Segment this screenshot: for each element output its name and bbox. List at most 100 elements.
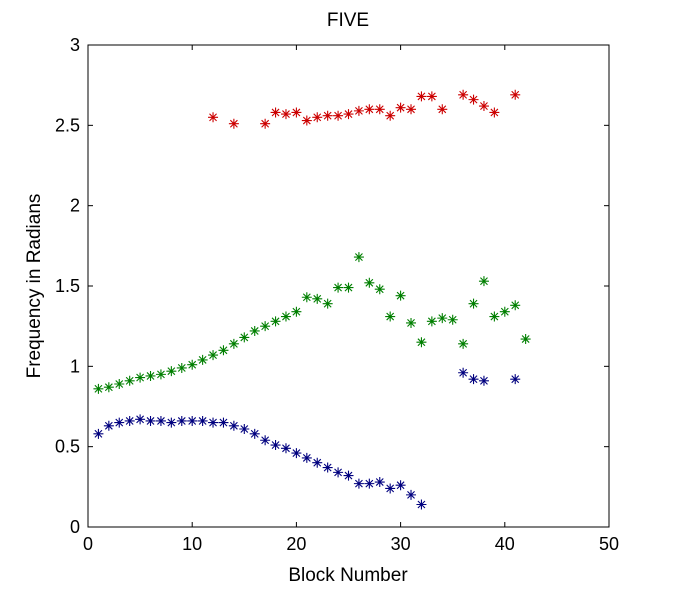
data-point: [312, 293, 323, 304]
data-point: [312, 457, 323, 468]
data-point: [187, 415, 198, 426]
data-point: [385, 311, 396, 322]
data-point: [468, 94, 479, 105]
data-point: [426, 316, 437, 327]
data-point: [343, 282, 354, 293]
data-point: [166, 417, 177, 428]
data-point: [93, 383, 104, 394]
data-point: [489, 311, 500, 322]
data-point: [114, 417, 125, 428]
data-point: [135, 414, 146, 425]
data-point: [520, 334, 531, 345]
y-tick-label: 2: [70, 196, 80, 216]
data-point: [458, 338, 469, 349]
y-tick-label: 0: [70, 517, 80, 537]
data-point: [385, 110, 396, 121]
data-point: [312, 112, 323, 123]
y-tick-label: 1: [70, 356, 80, 376]
data-point: [197, 354, 208, 365]
data-point: [353, 105, 364, 116]
data-point: [114, 379, 125, 390]
data-point: [301, 452, 312, 463]
data-point: [270, 316, 281, 327]
data-point: [249, 325, 260, 336]
data-point: [322, 110, 333, 121]
data-point: [208, 112, 219, 123]
data-point: [291, 448, 302, 459]
data-point: [458, 367, 469, 378]
data-point: [280, 311, 291, 322]
y-tick-label: 2.5: [55, 115, 80, 135]
data-point: [395, 102, 406, 113]
data-point: [280, 109, 291, 120]
plot-area: 0 10 20 30 40 50 0 0.5 1 1.5 2 2.5 3: [55, 35, 619, 554]
data-point: [406, 104, 417, 115]
chart-title: FIVE: [327, 10, 369, 31]
data-point: [124, 415, 135, 426]
data-point: [228, 118, 239, 129]
data-point: [333, 467, 344, 478]
data-point: [208, 417, 219, 428]
data-point: [374, 477, 385, 488]
series-3: [93, 367, 521, 510]
data-point: [239, 423, 250, 434]
data-point: [145, 415, 156, 426]
series-2: [93, 252, 531, 394]
data-point: [458, 89, 469, 100]
data-point: [343, 470, 354, 481]
data-point: [374, 284, 385, 295]
data-point: [103, 382, 114, 393]
data-point: [166, 366, 177, 377]
data-point: [228, 420, 239, 431]
data-point: [374, 104, 385, 115]
data-point: [291, 306, 302, 317]
x-tick-label: 50: [599, 534, 619, 554]
data-point: [416, 337, 427, 348]
data-point: [468, 298, 479, 309]
data-point: [103, 420, 114, 431]
data-point: [291, 107, 302, 118]
data-point: [468, 374, 479, 385]
data-point: [406, 317, 417, 328]
data-point: [510, 300, 521, 311]
data-point: [218, 345, 229, 356]
data-point: [343, 109, 354, 120]
data-point: [187, 359, 198, 370]
data-point: [228, 338, 239, 349]
data-point: [280, 443, 291, 454]
y-tick-label: 1.5: [55, 276, 80, 296]
x-tick-label: 30: [391, 534, 411, 554]
data-point: [301, 292, 312, 303]
data-point: [322, 298, 333, 309]
data-point: [197, 415, 208, 426]
data-point: [510, 89, 521, 100]
series-1: [208, 89, 521, 129]
y-tick-label: 0.5: [55, 437, 80, 457]
x-tick-label: 10: [182, 534, 202, 554]
data-point: [322, 462, 333, 473]
data-point: [145, 370, 156, 381]
data-point: [437, 104, 448, 115]
x-axis-label: Block Number: [288, 565, 408, 586]
data-point: [447, 314, 458, 325]
data-point: [416, 499, 427, 510]
data-point: [364, 104, 375, 115]
data-point: [406, 489, 417, 500]
y-axis-label: Frequency in Radians: [24, 194, 45, 379]
data-point: [395, 290, 406, 301]
data-point: [478, 101, 489, 112]
data-point: [208, 350, 219, 361]
data-point: [239, 332, 250, 343]
data-point: [135, 372, 146, 383]
x-tick-label: 20: [286, 534, 306, 554]
data-point: [353, 252, 364, 263]
data-point: [270, 107, 281, 118]
data-point: [155, 415, 166, 426]
data-point: [270, 440, 281, 451]
data-point: [499, 306, 510, 317]
data-point: [260, 321, 271, 332]
data-point: [218, 417, 229, 428]
data-point: [333, 110, 344, 121]
x-tick-label: 0: [83, 534, 93, 554]
